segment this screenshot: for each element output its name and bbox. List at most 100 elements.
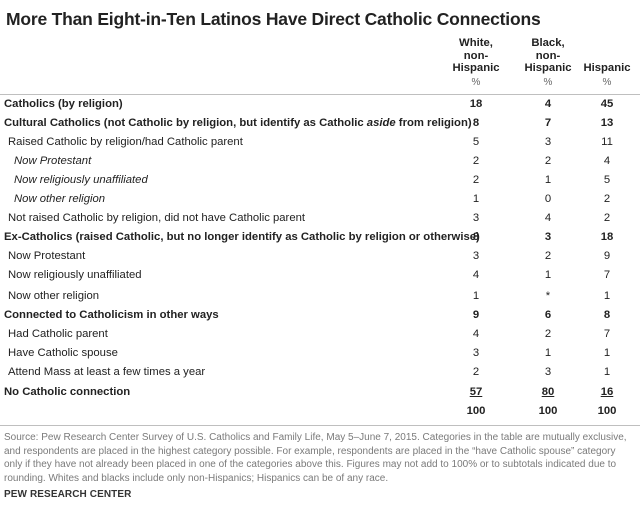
row-label: No Catholic connection bbox=[4, 386, 131, 398]
cell-value: 8 bbox=[472, 231, 480, 243]
row-label: Ex-Catholics (raised Catholic, but no lo… bbox=[4, 231, 480, 243]
cell-value: 1 bbox=[472, 193, 480, 205]
column-header-line: non- bbox=[535, 49, 561, 62]
cell-value: 3 bbox=[544, 231, 552, 243]
column-unit: % bbox=[471, 76, 481, 88]
total-value: 100 bbox=[538, 405, 558, 417]
column-header-line: White, bbox=[459, 37, 493, 49]
cell-value: 8 bbox=[472, 117, 480, 129]
cell-value: 16 bbox=[600, 386, 614, 398]
cell-value: 8 bbox=[603, 309, 611, 321]
totals-row: 100 100 100 bbox=[0, 402, 640, 421]
cell-value: 3 bbox=[544, 136, 552, 148]
cell-value: 5 bbox=[603, 174, 611, 186]
table-row: Now Protestant 2 2 4 bbox=[0, 152, 640, 171]
cell-value: 4 bbox=[603, 155, 611, 167]
column-header-line: Hispanic bbox=[583, 62, 631, 74]
cell-value: 2 bbox=[472, 174, 480, 186]
table-row: Now religiously unaffiliated 2 1 5 bbox=[0, 171, 640, 190]
cell-value: 9 bbox=[603, 250, 611, 262]
cell-value: 4 bbox=[544, 98, 552, 110]
column-header-line: Hispanic bbox=[452, 62, 500, 74]
cell-value: 4 bbox=[472, 269, 480, 281]
total-value: 100 bbox=[466, 405, 486, 417]
row-label: Now religiously unaffiliated bbox=[8, 269, 142, 281]
cell-value: 13 bbox=[600, 117, 614, 129]
cell-value: 18 bbox=[600, 231, 614, 243]
cell-value: 5 bbox=[472, 136, 480, 148]
cell-value: 18 bbox=[469, 98, 483, 110]
cell-value: 1 bbox=[544, 269, 552, 281]
cell-value: 2 bbox=[472, 155, 480, 167]
cell-value: 2 bbox=[544, 250, 552, 262]
table-row: No Catholic connection 57 80 16 bbox=[0, 383, 640, 402]
cell-value: 3 bbox=[544, 366, 552, 378]
column-header-line: Hispanic bbox=[524, 62, 572, 74]
page-title: More Than Eight-in-Ten Latinos Have Dire… bbox=[6, 9, 541, 29]
row-label: Now other religion bbox=[8, 290, 100, 302]
cell-value: 4 bbox=[544, 212, 552, 224]
table-row: Now other religion 1 0 2 bbox=[0, 190, 640, 209]
row-label: Now Protestant bbox=[14, 155, 92, 167]
cell-value: 7 bbox=[544, 117, 552, 129]
cell-value: 57 bbox=[469, 386, 483, 398]
cell-value: 6 bbox=[544, 309, 552, 321]
row-label: Had Catholic parent bbox=[8, 328, 108, 340]
cell-value: 3 bbox=[472, 212, 480, 224]
row-label: Cultural Catholics (not Catholic by reli… bbox=[4, 117, 472, 129]
cell-value: 1 bbox=[544, 347, 552, 359]
table-row: Ex-Catholics (raised Catholic, but no lo… bbox=[0, 228, 640, 247]
cell-value: 45 bbox=[600, 98, 614, 110]
column-header-black: Black, non- Hispanic % bbox=[516, 37, 580, 89]
table-row: Raised Catholic by religion/had Catholic… bbox=[0, 133, 640, 152]
table-row: Have Catholic spouse 3 1 1 bbox=[0, 344, 640, 363]
cell-value: * bbox=[545, 290, 551, 302]
table-row: Attend Mass at least a few times a year 2… bbox=[0, 363, 640, 382]
source-credit: PEW RESEARCH CENTER bbox=[4, 489, 132, 500]
total-value: 100 bbox=[597, 405, 617, 417]
row-label: Connected to Catholicism in other ways bbox=[4, 309, 219, 321]
cell-value: 1 bbox=[603, 366, 611, 378]
cell-value: 2 bbox=[544, 328, 552, 340]
footnote: Source: Pew Research Center Survey of U.… bbox=[4, 432, 627, 484]
row-label: Now Protestant bbox=[8, 250, 86, 262]
table-row: Catholics (by religion) 18 4 45 bbox=[0, 95, 640, 114]
table-row: Now Protestant 3 2 9 bbox=[0, 247, 640, 266]
table-row: Not raised Catholic by religion, did not… bbox=[0, 209, 640, 228]
row-label: Have Catholic spouse bbox=[8, 347, 118, 359]
table-row: Cultural Catholics (not Catholic by reli… bbox=[0, 114, 640, 133]
column-header-line: non- bbox=[463, 49, 489, 62]
row-label: Raised Catholic by religion/had Catholic… bbox=[8, 136, 243, 148]
cell-value: 2 bbox=[603, 212, 611, 224]
cell-value: 0 bbox=[544, 193, 552, 205]
column-header-hispanic: Hispanic % bbox=[575, 62, 639, 89]
table-row: Now other religion 1 * 1 bbox=[0, 287, 640, 306]
cell-value: 1 bbox=[603, 347, 611, 359]
cell-value: 4 bbox=[472, 328, 480, 340]
column-unit: % bbox=[543, 76, 553, 88]
cell-value: 7 bbox=[603, 328, 611, 340]
table-row: Connected to Catholicism in other ways 9 6… bbox=[0, 306, 640, 325]
cell-value: 1 bbox=[603, 290, 611, 302]
cell-value: 1 bbox=[472, 290, 480, 302]
row-label: Catholics (by religion) bbox=[4, 98, 123, 110]
table-row: Now religiously unaffiliated 4 1 7 bbox=[0, 266, 640, 285]
cell-value: 7 bbox=[603, 269, 611, 281]
cell-value: 9 bbox=[472, 309, 480, 321]
cell-value: 2 bbox=[472, 366, 480, 378]
divider bbox=[0, 425, 640, 426]
divider bbox=[0, 94, 640, 95]
column-header-line: Black, bbox=[531, 37, 565, 49]
row-label: Now other religion bbox=[14, 193, 106, 205]
cell-value: 3 bbox=[472, 347, 480, 359]
column-header-white: White, non- Hispanic % bbox=[444, 37, 508, 89]
cell-value: 2 bbox=[544, 155, 552, 167]
row-label: Not raised Catholic by religion, did not… bbox=[8, 212, 306, 224]
cell-value: 3 bbox=[472, 250, 480, 262]
cell-value: 80 bbox=[541, 386, 555, 398]
table-row: Had Catholic parent 4 2 7 bbox=[0, 325, 640, 344]
cell-value: 11 bbox=[601, 136, 613, 148]
cell-value: 1 bbox=[544, 174, 552, 186]
cell-value: 2 bbox=[603, 193, 611, 205]
row-label: Now religiously unaffiliated bbox=[14, 174, 148, 186]
